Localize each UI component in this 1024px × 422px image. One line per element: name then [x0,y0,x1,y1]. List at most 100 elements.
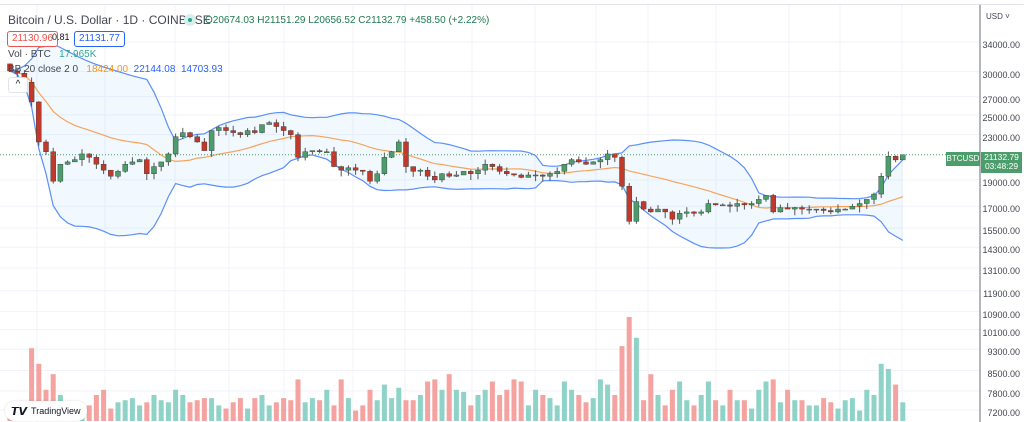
volume-bar [864,389,870,421]
volume-bar [569,389,575,421]
candle-up [151,166,157,174]
volume-bar [741,400,747,421]
price-tick-label: 34000.00 [982,40,1020,50]
volume-bar [792,400,798,421]
volume-bar [612,395,618,421]
candle-up [129,161,136,165]
candle-up [684,211,690,214]
volume-bar [381,384,387,421]
volume-bar [648,374,654,421]
candle-down [280,126,287,131]
candle-down [424,169,431,177]
volume-bar [151,395,157,421]
volume-bar [777,402,783,421]
price-tick-label: 10900.00 [982,309,1020,320]
volume-bar [86,405,92,421]
symbol-title[interactable]: Bitcoin / U.S. Dollar · 1D · COINBASE [8,13,211,27]
candle-down [648,208,654,213]
volume-bar [468,405,474,421]
currency-selector[interactable]: USD ˅ [986,12,1010,21]
candle-up [259,124,265,133]
volume-bar [446,374,452,421]
volume-bar [360,405,366,421]
candle-up [597,159,604,163]
volume-bar [547,398,553,421]
volume-bar [453,389,459,421]
volume-bar [684,400,690,421]
volume-bar [662,405,668,421]
volume-bar [799,400,805,421]
volume-bar [893,384,899,421]
volume-bar [720,405,726,421]
candle-up [568,159,575,165]
buy-button[interactable]: 21131.77 [74,31,125,47]
volume-label: Vol · BTC [8,49,51,60]
volume-bar [396,387,402,421]
volume-bar [209,398,215,421]
candle-up [705,203,712,213]
candle-down [295,134,301,158]
volume-bar [785,389,791,421]
volume-bar [619,346,625,421]
candle-up [777,207,784,213]
candle-up [763,195,769,200]
spread-value: 0.81 [52,32,70,42]
candle-down [100,164,107,171]
candle-up [460,171,467,176]
candle-up [172,136,179,155]
volume-bar [439,389,445,421]
candle-down [194,136,200,143]
candle-down [799,207,805,210]
tradingview-logo[interactable]: 𝙏𝙑 TradingView [5,401,87,421]
volume-bar [626,317,632,421]
volume-bar [857,410,863,421]
candle-down [367,171,373,182]
symbol-price-tag: BTCUSD [946,151,980,166]
candle-up [381,157,388,174]
candle-up [792,207,798,210]
candle-down [511,173,517,176]
candle-up [835,208,841,213]
volume-bar [533,389,539,421]
candle-down [712,203,719,206]
volume-bar [237,398,243,421]
price-tick-label: 17000.00 [982,204,1020,215]
candle-up [302,151,308,158]
volume-bar [389,398,395,421]
candle-down [28,81,35,103]
candle-down [316,150,323,152]
volume-value: 17.965K [59,49,97,60]
volume-bar [849,398,855,421]
bb-lower-value: 14703.93 [180,64,223,75]
bb-basis-value: 18424.00 [86,64,129,75]
volume-bar [194,400,200,421]
candle-down [727,204,733,207]
candle-down [410,166,416,172]
candle-up [79,153,85,160]
candle-up [309,150,316,152]
bollinger-legend[interactable]: BB 20 close 2 0 18424.00 22144.08 14703.… [8,64,223,75]
volume-legend[interactable]: Vol · BTC 17.965K [8,49,96,60]
candle-up [324,151,330,153]
volume-bar [122,400,128,421]
volume-bar [324,389,330,421]
price-tick-label: 30000.00 [982,69,1020,80]
candle-down [583,161,589,165]
price-chart[interactable] [0,5,1024,422]
collapse-legend-button[interactable]: ^ [8,77,28,93]
candle-down [252,130,258,133]
sell-button[interactable]: 21130.96 [7,31,58,47]
volume-bar [756,389,762,421]
candle-up [871,193,877,200]
candle-down [86,153,92,158]
candle-up [439,173,445,181]
volume-bar [216,405,222,421]
candle-up [878,176,884,195]
volume-bar [144,402,150,421]
volume-bar [554,405,560,421]
candle-up [748,203,755,206]
price-tick-label: 10100.00 [982,327,1020,338]
volume-bar [705,381,711,421]
candle-down [518,174,524,178]
volume-bar [266,405,272,421]
